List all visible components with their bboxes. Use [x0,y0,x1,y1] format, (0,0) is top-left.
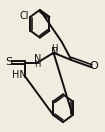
Text: Cl: Cl [20,11,29,21]
Text: N: N [34,54,41,64]
Text: H: H [51,44,58,53]
Text: H: H [34,60,40,69]
Text: N: N [51,47,58,57]
Text: HN: HN [12,70,27,80]
Text: S: S [5,57,12,67]
Text: O: O [90,61,98,71]
